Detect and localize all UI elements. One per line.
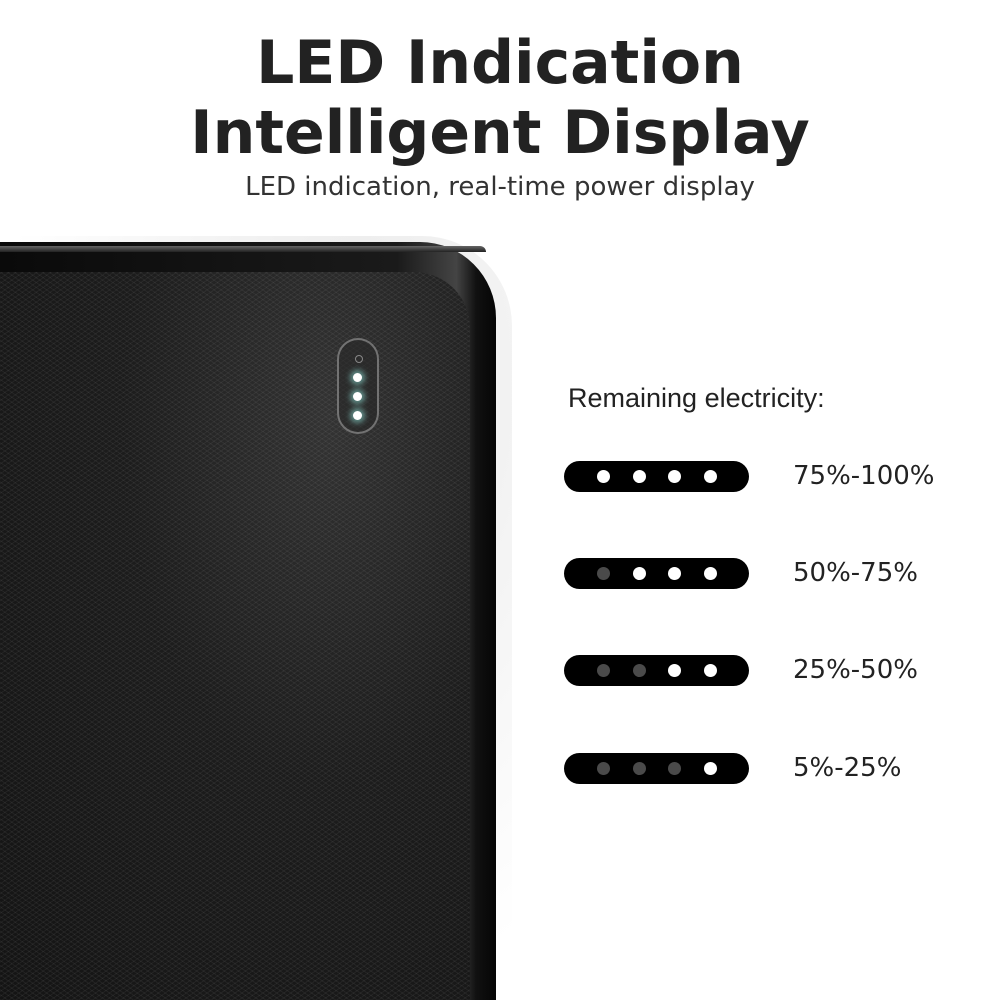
- led-on-dot: [668, 567, 681, 580]
- led-off-dot: [597, 762, 610, 775]
- range-label: 50%-75%: [793, 558, 918, 588]
- led-on-dot: [633, 470, 646, 483]
- title-line-2: Intelligent Display: [190, 98, 810, 168]
- led-off-dot: [633, 664, 646, 677]
- legend-heading: Remaining electricity:: [568, 383, 825, 413]
- led-light: [353, 373, 362, 382]
- legend-row: 75%-100%: [564, 461, 964, 492]
- subtitle: LED indication, real-time power display: [245, 172, 755, 202]
- range-label: 5%-25%: [793, 753, 902, 783]
- led-on-dot: [668, 664, 681, 677]
- led-indicator-pill: [564, 461, 749, 492]
- led-indicator-pill: [564, 753, 749, 784]
- led-indicator-pill: [564, 655, 749, 686]
- range-label: 75%-100%: [793, 461, 935, 491]
- led-on-dot: [597, 470, 610, 483]
- led-light: [353, 411, 362, 420]
- led-on-dot: [668, 470, 681, 483]
- led-on-dot: [704, 567, 717, 580]
- led-light: [353, 392, 362, 401]
- led-on-dot: [704, 762, 717, 775]
- power-bank-rim: [0, 246, 486, 252]
- title-line-1: LED Indication: [256, 28, 744, 98]
- legend-row: 5%-25%: [564, 753, 964, 784]
- led-off-dot: [668, 762, 681, 775]
- sensor-icon: [355, 355, 363, 363]
- power-bank-panel: [0, 272, 470, 1000]
- led-on-dot: [704, 470, 717, 483]
- led-off-dot: [597, 664, 610, 677]
- led-indicator-pill: [564, 558, 749, 589]
- led-off-dot: [633, 762, 646, 775]
- led-off-dot: [597, 567, 610, 580]
- led-on-dot: [704, 664, 717, 677]
- legend-row: 25%-50%: [564, 655, 964, 686]
- led-on-dot: [633, 567, 646, 580]
- range-label: 25%-50%: [793, 655, 918, 685]
- legend-row: 50%-75%: [564, 558, 964, 589]
